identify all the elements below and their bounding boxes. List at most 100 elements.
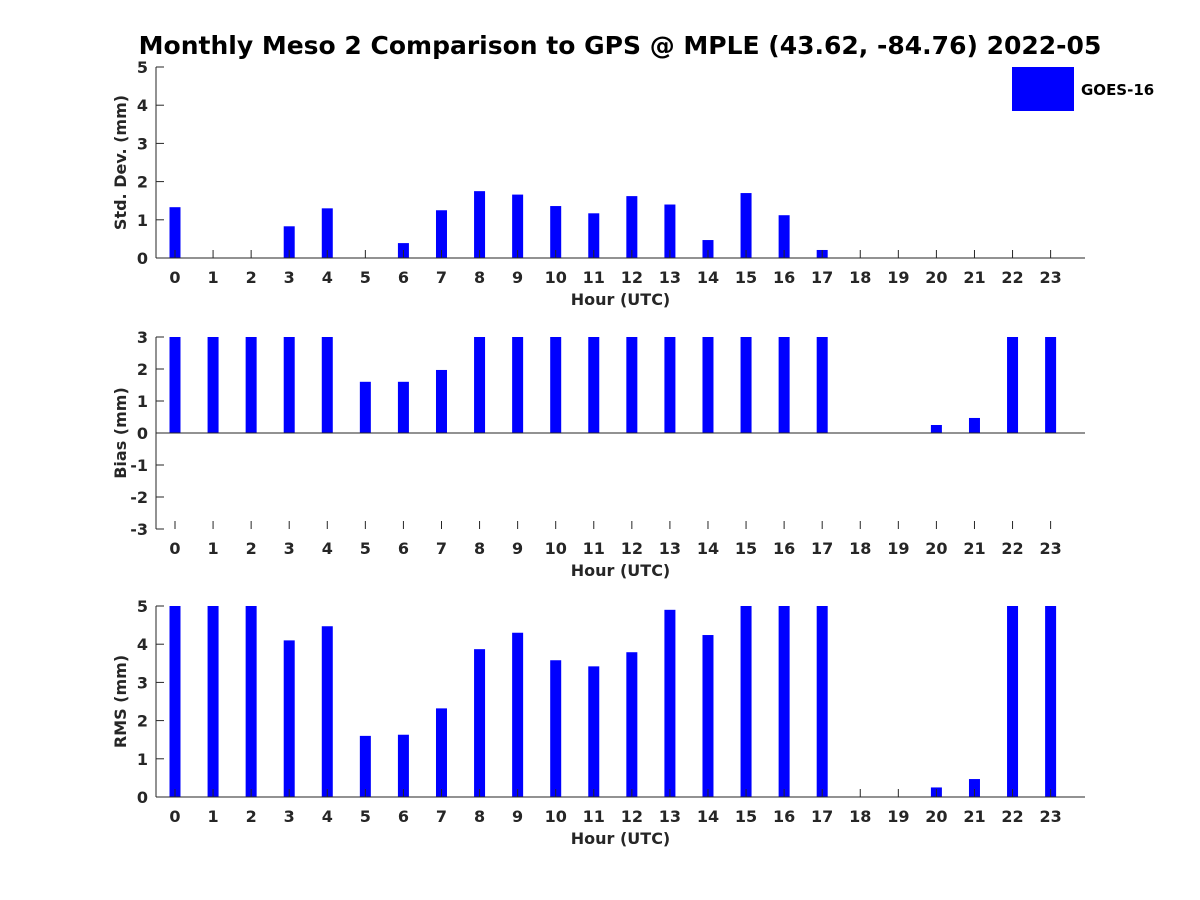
std-dev-xtick-label: 17 [811,268,833,287]
rms-ytick-label: 5 [137,597,148,616]
rms-xtick-label: 23 [1039,807,1061,826]
bias-ytick-label: 2 [137,360,148,379]
std-dev-xtick-label: 11 [583,268,605,287]
rms-bar-1 [207,606,219,797]
rms-xtick-label: 12 [621,807,643,826]
rms-bar-16 [778,606,790,797]
rms-xtick-label: 19 [887,807,909,826]
rms-xtick-label: 7 [436,807,447,826]
bias-bar-17 [816,337,828,433]
std-dev-xlabel: Hour (UTC) [571,290,671,309]
rms-xtick-label: 22 [1001,807,1023,826]
std-dev-xtick-label: 10 [545,268,567,287]
std-dev-xtick-label: 2 [246,268,257,287]
std-dev-xtick-label: 1 [207,268,218,287]
legend: GOES-16 [1012,67,1154,111]
rms-xtick-label: 17 [811,807,833,826]
std-dev-xtick-label: 0 [169,268,180,287]
rms-xtick-label: 4 [322,807,333,826]
rms-xtick-label: 18 [849,807,871,826]
bias-bar-8 [474,337,486,433]
std-dev-bar-8 [474,191,486,258]
rms-xtick-label: 21 [963,807,985,826]
bias-ytick-label: -2 [130,488,148,507]
bias-xtick-label: 9 [512,539,523,558]
std-dev-xtick-label: 23 [1039,268,1061,287]
bias-ytick-label: 3 [137,328,148,347]
bias-bar-16 [778,337,790,433]
rms-xtick-label: 5 [360,807,371,826]
std-dev-xtick-label: 19 [887,268,909,287]
rms-ytick-label: 3 [137,673,148,692]
rms-xtick-label: 6 [398,807,409,826]
legend-label: GOES-16 [1081,81,1154,99]
std-dev-xtick-label: 15 [735,268,757,287]
bias-bar-1 [207,337,219,433]
std-dev-xtick-label: 7 [436,268,447,287]
bias-xtick-label: 4 [322,539,333,558]
rms-ytick-label: 0 [137,788,148,807]
bias-bar-13 [664,337,676,433]
rms-ytick-label: 1 [137,750,148,769]
bias-bar-6 [397,381,409,433]
std-dev-bar-3 [283,226,295,258]
std-dev-xtick-label: 8 [474,268,485,287]
bias-xlabel: Hour (UTC) [571,561,671,580]
rms-bar-21 [968,779,980,797]
std-dev-xtick-label: 22 [1001,268,1023,287]
std-dev-ytick-label: 3 [137,134,148,153]
bias-xtick-label: 20 [925,539,947,558]
bias-xtick-label: 23 [1039,539,1061,558]
bias-bar-15 [740,337,752,433]
bias-xtick-label: 6 [398,539,409,558]
std-dev-xtick-label: 6 [398,268,409,287]
rms-bar-15 [740,606,752,797]
rms-ytick-label: 4 [137,635,148,654]
rms-bar-7 [435,708,447,797]
bias-xtick-label: 16 [773,539,795,558]
bias-xtick-label: 8 [474,539,485,558]
std-dev-bar-9 [512,194,524,258]
bias-bar-22 [1007,337,1019,433]
bias-xtick-label: 14 [697,539,719,558]
bias-xtick-label: 3 [284,539,295,558]
std-dev-xtick-label: 14 [697,268,719,287]
std-dev-bar-4 [321,208,333,258]
rms-bar-23 [1045,606,1057,797]
rms-xtick-label: 13 [659,807,681,826]
bias-bar-10 [550,337,562,433]
std-dev-bar-7 [435,210,447,258]
rms-xtick-label: 14 [697,807,719,826]
std-dev-bar-11 [588,213,600,258]
bias-xtick-label: 15 [735,539,757,558]
rms-ytick-label: 2 [137,712,148,731]
std-dev-xtick-label: 21 [963,268,985,287]
rms-xtick-label: 11 [583,807,605,826]
rms-xlabel: Hour (UTC) [571,829,671,848]
bias-xtick-label: 17 [811,539,833,558]
std-dev-ytick-label: 5 [137,58,148,77]
bias-xtick-label: 0 [169,539,180,558]
std-dev-xtick-label: 5 [360,268,371,287]
std-dev-ytick-label: 2 [137,173,148,192]
rms-bar-6 [397,734,409,797]
std-dev-ytick-label: 1 [137,211,148,230]
bias-xtick-label: 5 [360,539,371,558]
std-dev-bar-13 [664,204,676,258]
bias-bar-3 [283,337,295,433]
bias-xtick-label: 2 [246,539,257,558]
bias-xtick-label: 13 [659,539,681,558]
bias-bar-9 [512,337,524,433]
bias-xtick-label: 11 [583,539,605,558]
bias-xtick-label: 12 [621,539,643,558]
rms-xtick-label: 15 [735,807,757,826]
rms-xtick-label: 2 [246,807,257,826]
rms-bar-13 [664,609,676,797]
bias-xtick-label: 18 [849,539,871,558]
std-dev-bar-10 [550,206,562,258]
rms-bar-14 [702,635,714,797]
rms-ylabel: RMS (mm) [111,655,130,748]
